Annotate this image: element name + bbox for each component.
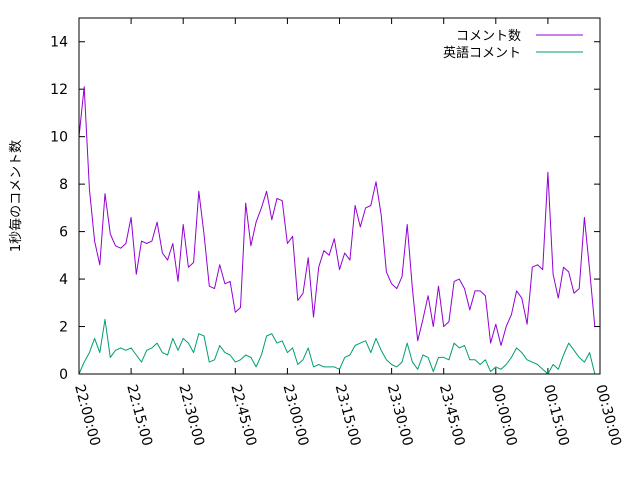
y-tick-label: 4	[59, 272, 68, 288]
y-axis-label: 1秒毎のコメント数	[8, 140, 24, 252]
legend-label-2: 英語コメント	[443, 45, 521, 61]
y-tick-label: 2	[59, 320, 68, 336]
y-tick-label: 14	[50, 35, 68, 51]
series-line-2	[78, 318, 596, 375]
x-tick-label: 00:30:00	[592, 383, 624, 448]
x-tick-label: 00:15:00	[540, 383, 572, 448]
x-tick-label: 22:00:00	[71, 383, 103, 448]
x-tick-label: 22:30:00	[175, 383, 207, 448]
y-tick-label: 12	[50, 82, 68, 98]
x-tick-label: 22:45:00	[227, 383, 259, 448]
x-tick-label: 22:15:00	[123, 383, 155, 448]
x-tick-label: 23:00:00	[280, 383, 312, 448]
y-tick-label: 8	[59, 177, 68, 193]
y-tick-label: 0	[59, 367, 68, 383]
series-line-1	[78, 86, 596, 346]
x-tick-label: 23:15:00	[332, 383, 364, 448]
y-tick-label: 6	[59, 225, 68, 241]
plot-frame	[78, 17, 601, 375]
x-tick-label: 23:30:00	[384, 383, 416, 448]
x-tick-label: 23:45:00	[436, 383, 468, 448]
x-tick-label: 00:00:00	[488, 383, 520, 448]
y-tick-label: 10	[50, 130, 68, 146]
legend-label-1: コメント数	[456, 29, 521, 44]
